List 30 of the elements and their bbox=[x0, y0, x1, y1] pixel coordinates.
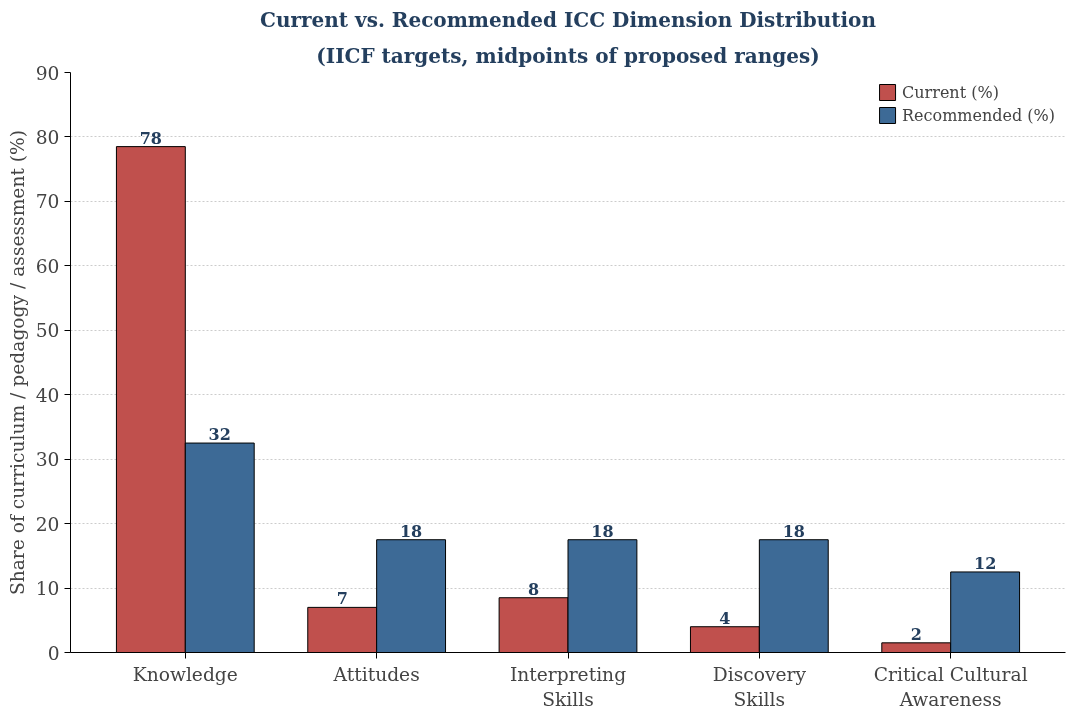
y-tick-label: 0 bbox=[47, 642, 60, 664]
y-axis-title: Share of curriculum / pedagogy / assessment (%) bbox=[6, 129, 28, 596]
data-label: 32 bbox=[208, 425, 231, 445]
y-tick-label: 90 bbox=[35, 62, 60, 84]
x-tick-label: Knowledge bbox=[132, 663, 238, 685]
chart-subtitle: (IICF targets, midpoints of proposed ranges) bbox=[316, 43, 820, 68]
data-label: 18 bbox=[399, 521, 423, 541]
y-tick-label: 80 bbox=[35, 126, 60, 148]
x-tick-label: Critical Cultural Awareness bbox=[873, 663, 1028, 710]
chart-title: Current vs. Recommended ICC Dimension Distribution bbox=[260, 7, 877, 32]
data-label: 7 bbox=[336, 589, 348, 609]
data-label: 18 bbox=[782, 521, 805, 541]
data-label: 2 bbox=[910, 624, 922, 644]
x-tick-label: Discovery Skills bbox=[712, 663, 807, 710]
data-label: 12 bbox=[974, 553, 997, 573]
y-tick-label: 30 bbox=[35, 449, 60, 471]
data-label: 18 bbox=[591, 521, 614, 541]
data-label: 4 bbox=[719, 608, 731, 628]
y-tick-label: 50 bbox=[35, 320, 60, 342]
data-label: 8 bbox=[527, 579, 540, 599]
y-tick-label: 40 bbox=[35, 384, 60, 406]
y-tick-label: 60 bbox=[35, 255, 60, 277]
y-tick-label: 70 bbox=[35, 191, 60, 213]
x-tick-label: Attitudes bbox=[332, 663, 420, 685]
legend-label: Recommended (%) bbox=[902, 105, 1055, 125]
data-label: 78 bbox=[139, 128, 162, 148]
x-tick-label: Interpreting Skills bbox=[509, 663, 627, 710]
y-tick-label: 20 bbox=[35, 513, 60, 535]
y-tick-label: 10 bbox=[35, 578, 60, 600]
legend-label: Current (%) bbox=[902, 82, 999, 102]
